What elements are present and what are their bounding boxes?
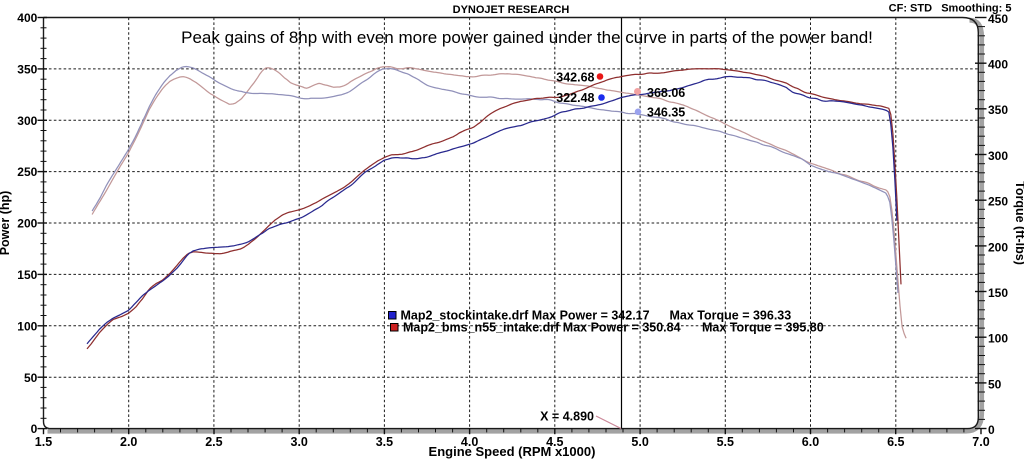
svg-text:Map2_stockintake.drf Max Power: Map2_stockintake.drf Max Power = 342.17 M… [401,309,792,323]
svg-text:346.35: 346.35 [647,106,685,120]
svg-text:Peak gains of 8hp with even mo: Peak gains of 8hp with even more power g… [181,28,873,47]
svg-text:350: 350 [17,63,37,77]
svg-text:400: 400 [988,58,1008,72]
svg-text:5.0: 5.0 [631,435,648,449]
svg-text:5.5: 5.5 [717,435,734,449]
svg-text:300: 300 [17,114,37,128]
svg-text:6.5: 6.5 [887,435,904,449]
svg-text:2.0: 2.0 [120,435,137,449]
svg-text:7.0: 7.0 [972,435,989,449]
svg-text:250: 250 [988,195,1008,209]
svg-text:50: 50 [24,371,38,385]
svg-text:Power (hp): Power (hp) [0,191,12,256]
svg-text:X = 4.890: X = 4.890 [540,410,594,424]
svg-text:450: 450 [988,12,1008,26]
svg-text:0: 0 [31,422,38,436]
svg-text:350: 350 [988,103,1008,117]
svg-text:4.0: 4.0 [461,435,478,449]
svg-text:100: 100 [17,319,37,333]
svg-text:4.5: 4.5 [546,435,563,449]
svg-text:250: 250 [17,165,37,179]
svg-text:Torque (ft-lbs): Torque (ft-lbs) [1013,181,1024,265]
svg-text:Engine Speed (RPM x1000): Engine Speed (RPM x1000) [429,444,596,459]
svg-text:150: 150 [17,268,37,282]
svg-text:200: 200 [988,240,1008,254]
svg-text:322.48: 322.48 [556,91,594,105]
svg-text:1.5: 1.5 [35,435,52,449]
svg-text:2.5: 2.5 [205,435,222,449]
svg-text:50: 50 [988,377,1002,391]
svg-text:100: 100 [988,332,1008,346]
svg-text:400: 400 [17,11,37,25]
svg-text:3.5: 3.5 [376,435,393,449]
svg-text:DYNOJET RESEARCH: DYNOJET RESEARCH [453,4,570,16]
svg-text:368.06: 368.06 [647,86,685,100]
svg-text:6.0: 6.0 [802,435,819,449]
svg-text:342.68: 342.68 [556,71,594,85]
svg-text:150: 150 [988,286,1008,300]
svg-text:200: 200 [17,217,37,231]
svg-text:3.0: 3.0 [291,435,308,449]
svg-text:CF: STD Smoothing: 5: CF: STD Smoothing: 5 [889,3,1012,15]
svg-text:0: 0 [988,423,995,437]
svg-text:300: 300 [988,149,1008,163]
svg-text:Map2_bms_n55_intake.drf Max Po: Map2_bms_n55_intake.drf Max Power = 350.… [403,321,824,335]
